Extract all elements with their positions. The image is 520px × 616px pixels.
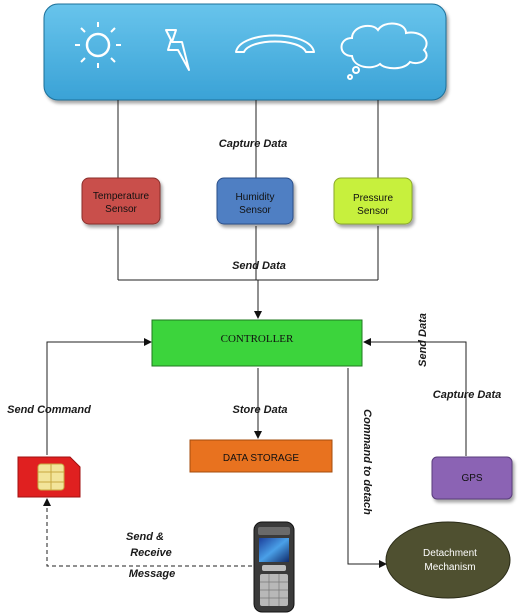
detachment-label-1: Detachment — [423, 548, 477, 559]
message-label: Message — [129, 568, 175, 580]
store-data-label: Store Data — [232, 404, 287, 416]
send-data-right-label: Send Data — [417, 313, 429, 367]
send-command-label: Send Command — [7, 404, 91, 416]
pressure-sensor-label-1: Pressure — [353, 193, 393, 204]
humidity-sensor-label-2: Sensor — [239, 205, 271, 216]
pressure-sensor-label-2: Sensor — [357, 206, 389, 217]
detachment-label-2: Mechanism — [424, 562, 475, 573]
gps-label: GPS — [461, 473, 482, 484]
connectors — [43, 100, 467, 568]
detachment-mechanism-ellipse — [385, 521, 511, 599]
gps-box — [431, 456, 513, 500]
lightning-icon — [165, 29, 190, 71]
capture-data-right-label: Capture Data — [433, 389, 501, 401]
cloud-icon — [340, 22, 428, 80]
humidity-sensor-label-1: Humidity — [236, 192, 275, 203]
send-receive-label-1: Send & — [126, 531, 164, 543]
mobile-phone-icon — [253, 521, 295, 613]
controller-box — [151, 319, 363, 367]
temperature-sensor-box — [81, 177, 161, 225]
data-storage-box — [189, 439, 333, 473]
pressure-sensor-box — [333, 177, 413, 225]
rainbow-icon — [235, 34, 315, 53]
send-data-mid-label: Send Data — [232, 260, 286, 272]
send-receive-label-2: Receive — [130, 547, 172, 559]
temperature-sensor-label-2: Sensor — [105, 204, 137, 215]
command-to-detach-label: Command to detach — [361, 409, 373, 515]
temperature-sensor-label-1: Temperature — [93, 191, 150, 202]
sun-icon — [75, 22, 121, 68]
humidity-sensor-box — [216, 177, 294, 225]
capture-data-top-label: Capture Data — [219, 138, 287, 150]
sim-card-icon — [17, 456, 81, 498]
data-storage-label: DATA STORAGE — [223, 453, 299, 464]
controller-label: CONTROLLER — [221, 333, 294, 345]
